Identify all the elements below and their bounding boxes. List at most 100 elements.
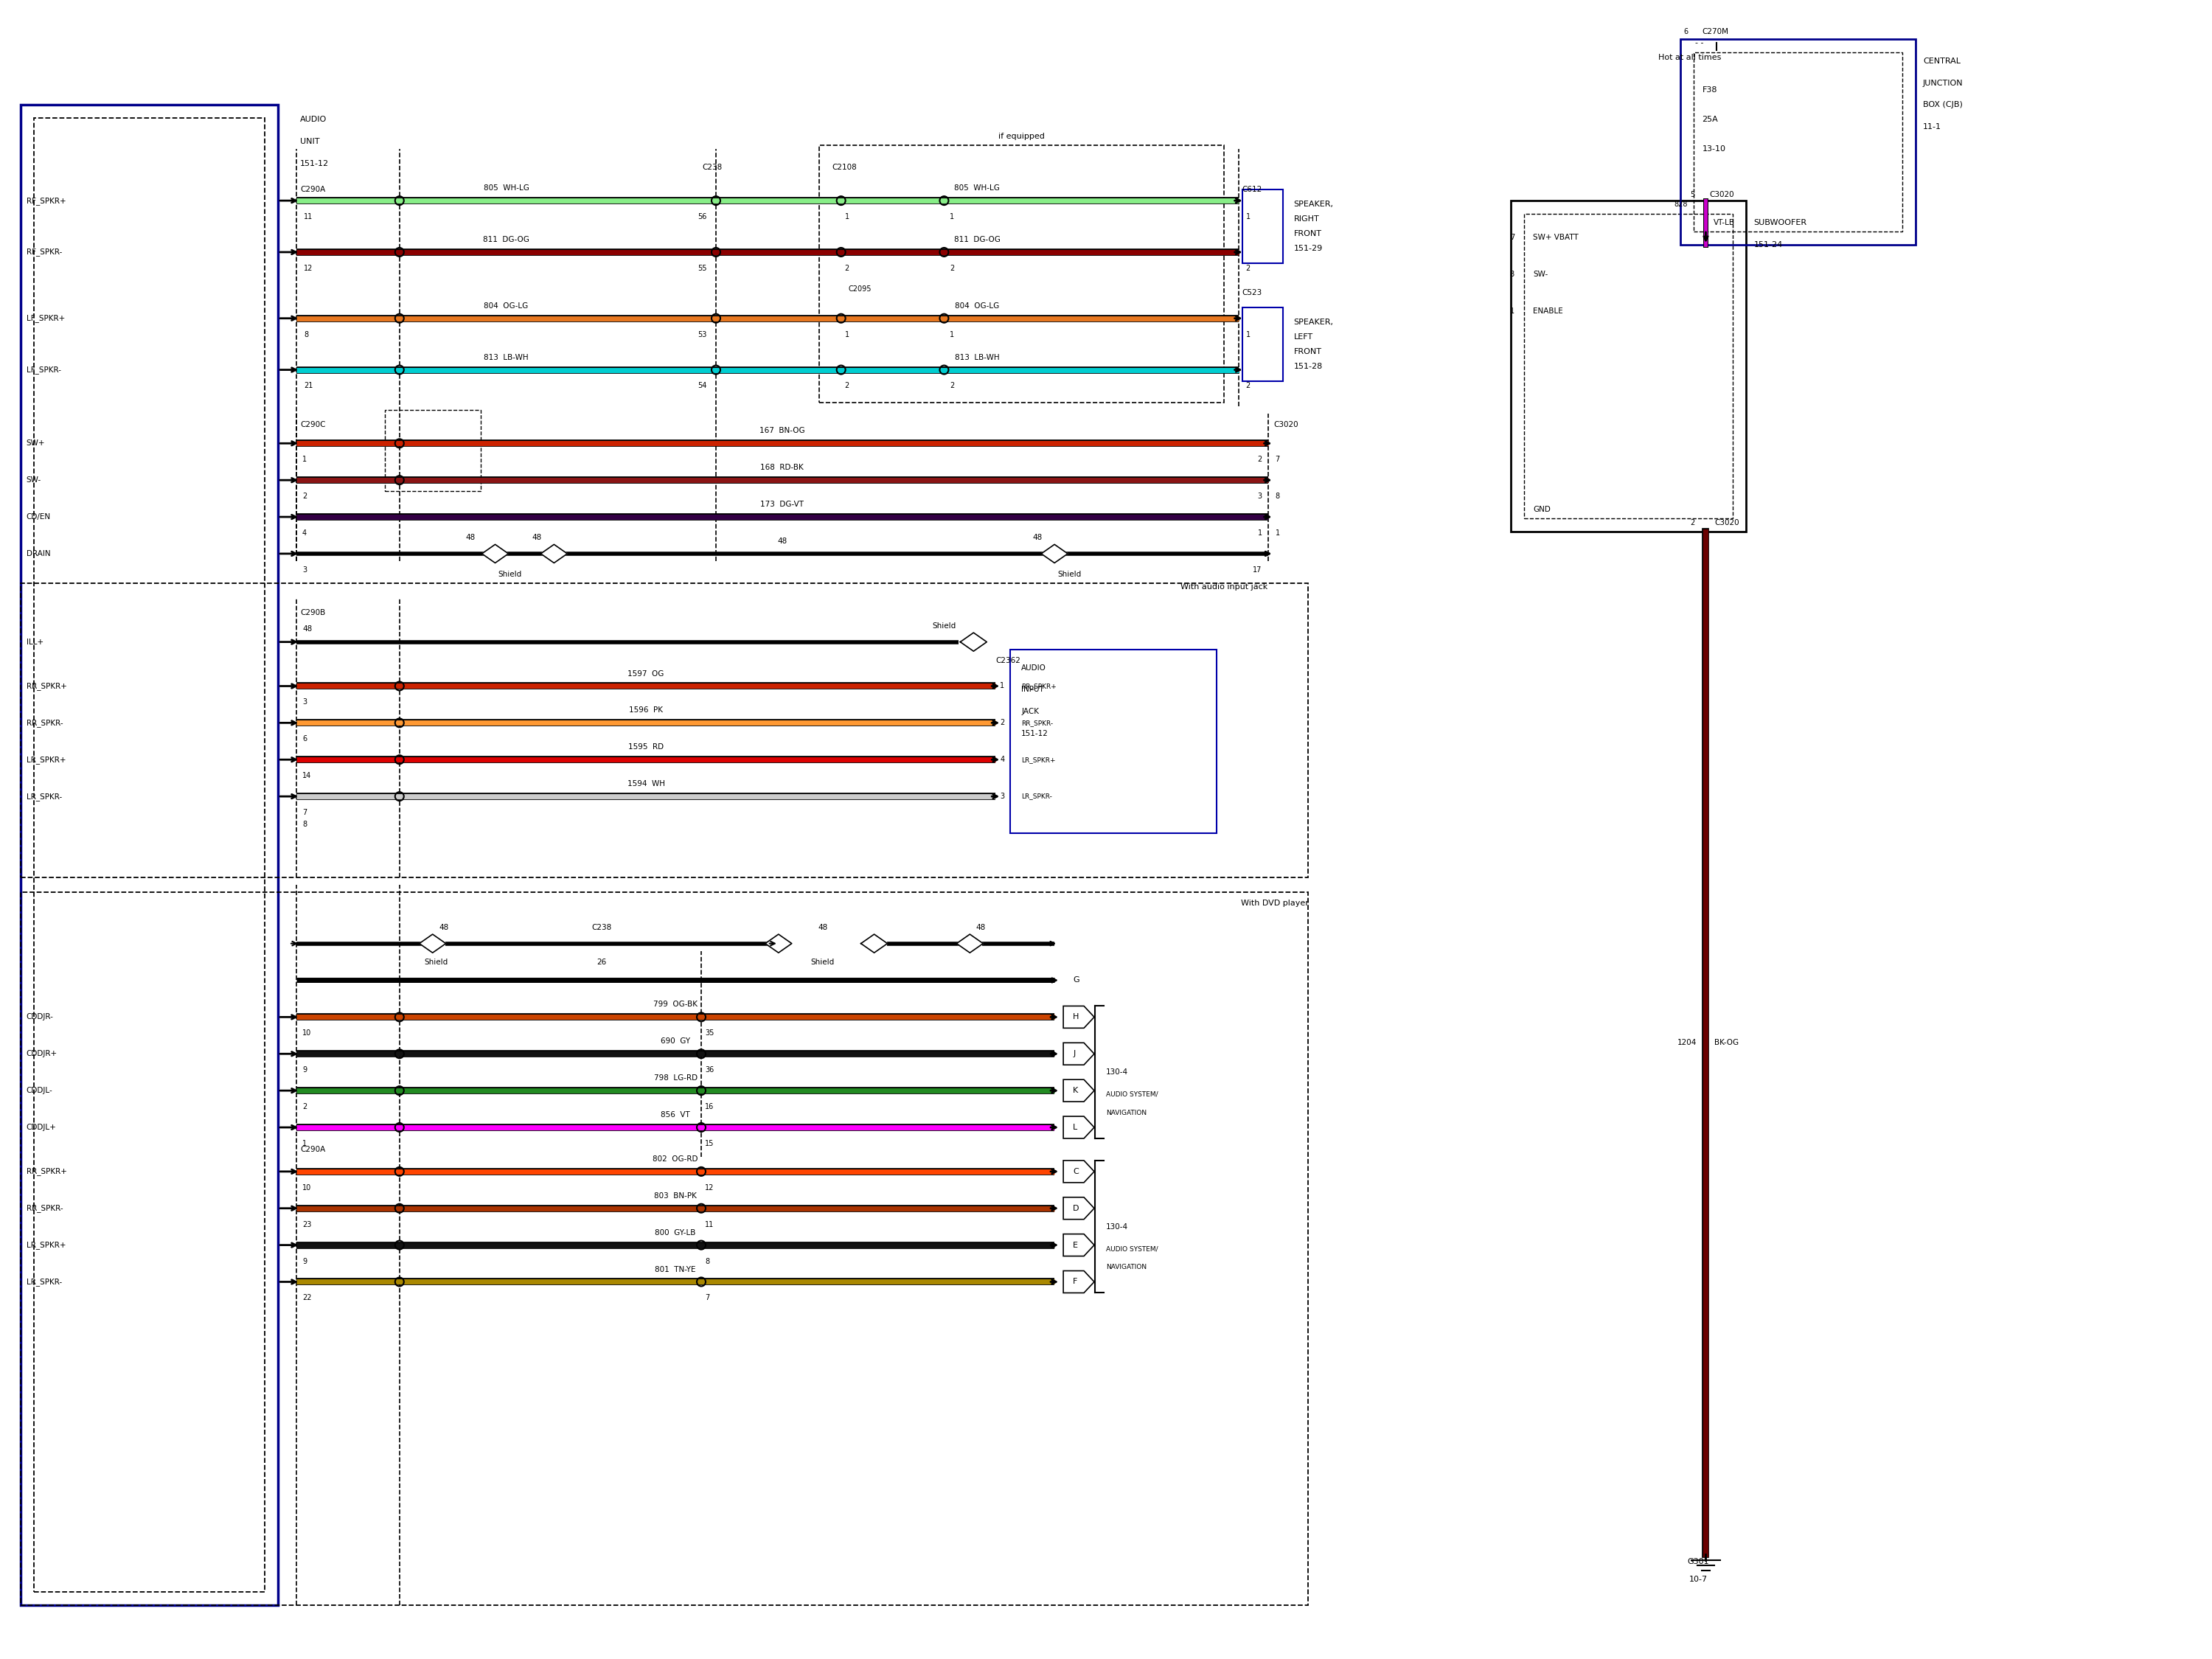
Text: CDDJR+: CDDJR+ <box>27 1050 58 1057</box>
Text: Shield: Shield <box>425 959 449 966</box>
Text: C270M: C270M <box>1703 28 1730 35</box>
Text: if equipped: if equipped <box>998 133 1044 141</box>
Text: 130-4: 130-4 <box>1106 1068 1128 1077</box>
Text: With audio input jack: With audio input jack <box>1181 582 1267 591</box>
Bar <box>1524 214 1732 518</box>
Text: 8: 8 <box>303 330 307 338</box>
Text: 2: 2 <box>1245 382 1250 390</box>
Text: VT-LB: VT-LB <box>1712 219 1734 226</box>
Text: 2: 2 <box>1690 519 1694 526</box>
Text: AUDIO: AUDIO <box>301 116 327 123</box>
Bar <box>818 146 1223 403</box>
Text: 3: 3 <box>1256 493 1263 499</box>
Text: 813  LB-WH: 813 LB-WH <box>956 353 1000 362</box>
Text: E: E <box>1073 1241 1077 1249</box>
Text: C290B: C290B <box>301 609 325 615</box>
Text: 151-24: 151-24 <box>1754 241 1783 249</box>
Text: 1204: 1204 <box>1677 1039 1697 1047</box>
Bar <box>1511 201 1745 531</box>
Polygon shape <box>482 544 509 562</box>
Text: C3020: C3020 <box>1710 191 1734 199</box>
Text: 8: 8 <box>706 1258 710 1264</box>
Text: 805  WH-LG: 805 WH-LG <box>953 184 1000 192</box>
Text: SUBWOOFER: SUBWOOFER <box>1754 219 1807 226</box>
Text: 801  TN-YE: 801 TN-YE <box>655 1266 697 1272</box>
Text: 54: 54 <box>699 382 708 390</box>
Text: INPUT: INPUT <box>1022 687 1044 693</box>
Text: C3020: C3020 <box>1274 421 1298 428</box>
Text: 9: 9 <box>303 1067 307 1073</box>
Text: 5: 5 <box>1690 191 1694 199</box>
Text: C2095: C2095 <box>849 285 872 292</box>
Text: FRONT: FRONT <box>1294 348 1323 355</box>
Text: LR_SPKR+: LR_SPKR+ <box>27 1241 66 1249</box>
Text: 48: 48 <box>1033 534 1042 541</box>
Text: 2: 2 <box>1245 265 1250 272</box>
Text: 4: 4 <box>1000 757 1004 763</box>
Text: 2: 2 <box>1000 718 1004 727</box>
Text: 11: 11 <box>303 212 312 221</box>
Text: CDDJR-: CDDJR- <box>27 1014 53 1020</box>
Polygon shape <box>1064 1044 1095 1065</box>
Text: C290C: C290C <box>301 421 325 428</box>
Text: SW+ VBATT: SW+ VBATT <box>1533 234 1579 241</box>
Text: 2: 2 <box>949 382 956 390</box>
Text: 26: 26 <box>597 959 606 966</box>
Polygon shape <box>860 934 887 952</box>
Text: AUDIO SYSTEM/: AUDIO SYSTEM/ <box>1106 1092 1159 1098</box>
Text: NAVIGATION: NAVIGATION <box>1106 1110 1146 1117</box>
Text: 13-10: 13-10 <box>1703 146 1725 153</box>
Text: 12: 12 <box>706 1185 714 1191</box>
Text: 7: 7 <box>1511 234 1515 241</box>
Text: 799  OG-BK: 799 OG-BK <box>653 1000 697 1009</box>
Text: 21: 21 <box>303 382 312 390</box>
Bar <box>20 105 279 1606</box>
Text: LF_SPKR-: LF_SPKR- <box>27 365 62 373</box>
Text: CENTRAL: CENTRAL <box>1922 56 1960 65</box>
Text: 1: 1 <box>1256 529 1263 538</box>
Text: ILL+: ILL+ <box>27 639 44 645</box>
Bar <box>20 893 1307 1606</box>
Text: SPEAKER,: SPEAKER, <box>1294 201 1334 207</box>
Text: C290A: C290A <box>301 186 325 194</box>
Text: 10: 10 <box>303 1185 312 1191</box>
Text: Shield: Shield <box>812 959 834 966</box>
Text: ENABLE: ENABLE <box>1533 307 1564 315</box>
Text: 798  LG-RD: 798 LG-RD <box>655 1075 697 1082</box>
Text: CDDJL-: CDDJL- <box>27 1087 53 1095</box>
Text: 167  BN-OG: 167 BN-OG <box>759 426 805 435</box>
Text: 2: 2 <box>949 265 956 272</box>
Text: 48: 48 <box>467 534 476 541</box>
Text: LR_SPKR-: LR_SPKR- <box>1022 793 1053 800</box>
Text: RR_SPKR+: RR_SPKR+ <box>27 682 66 690</box>
Text: RF_SPKR+: RF_SPKR+ <box>27 197 66 204</box>
Text: GND: GND <box>1533 506 1551 513</box>
Text: 35: 35 <box>706 1030 714 1037</box>
Polygon shape <box>956 934 982 952</box>
Text: RR_SPKR+: RR_SPKR+ <box>1022 684 1057 690</box>
Text: 802  OG-RD: 802 OG-RD <box>653 1155 699 1163</box>
Text: RR_SPKR-: RR_SPKR- <box>27 1204 62 1213</box>
Text: 1: 1 <box>949 330 956 338</box>
Polygon shape <box>1042 544 1068 562</box>
Text: 130-4: 130-4 <box>1106 1223 1128 1231</box>
Text: 2: 2 <box>845 265 849 272</box>
Text: 56: 56 <box>699 212 708 221</box>
Text: 23: 23 <box>303 1221 312 1228</box>
Text: UNIT: UNIT <box>301 138 321 146</box>
Polygon shape <box>1064 1117 1095 1138</box>
Text: 3: 3 <box>303 698 307 707</box>
Text: 4: 4 <box>303 529 307 538</box>
Text: NAVIGATION: NAVIGATION <box>1106 1264 1146 1271</box>
Text: 7: 7 <box>1276 456 1281 463</box>
Polygon shape <box>765 934 792 952</box>
Text: 6: 6 <box>303 735 307 743</box>
Text: 1597  OG: 1597 OG <box>628 670 664 677</box>
Text: 22: 22 <box>303 1294 312 1302</box>
Text: BK-OG: BK-OG <box>1714 1039 1739 1047</box>
Text: Shield: Shield <box>1057 571 1082 577</box>
Text: 1: 1 <box>949 212 956 221</box>
Text: K: K <box>1073 1087 1077 1095</box>
Text: 1: 1 <box>1511 307 1515 315</box>
Text: 1: 1 <box>303 1140 307 1148</box>
